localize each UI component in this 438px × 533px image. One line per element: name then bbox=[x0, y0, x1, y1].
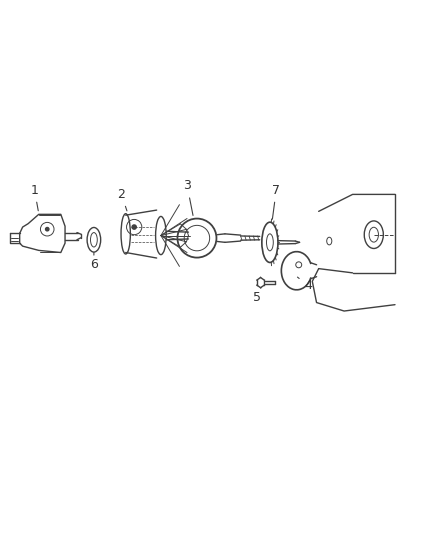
Circle shape bbox=[46, 228, 49, 231]
Text: 6: 6 bbox=[90, 253, 98, 271]
Text: 1: 1 bbox=[31, 184, 39, 211]
Text: 4: 4 bbox=[297, 277, 312, 292]
Text: 2: 2 bbox=[117, 188, 127, 211]
Text: 5: 5 bbox=[253, 288, 261, 303]
Circle shape bbox=[132, 225, 136, 229]
Text: 3: 3 bbox=[183, 180, 193, 215]
Text: 7: 7 bbox=[272, 184, 280, 219]
